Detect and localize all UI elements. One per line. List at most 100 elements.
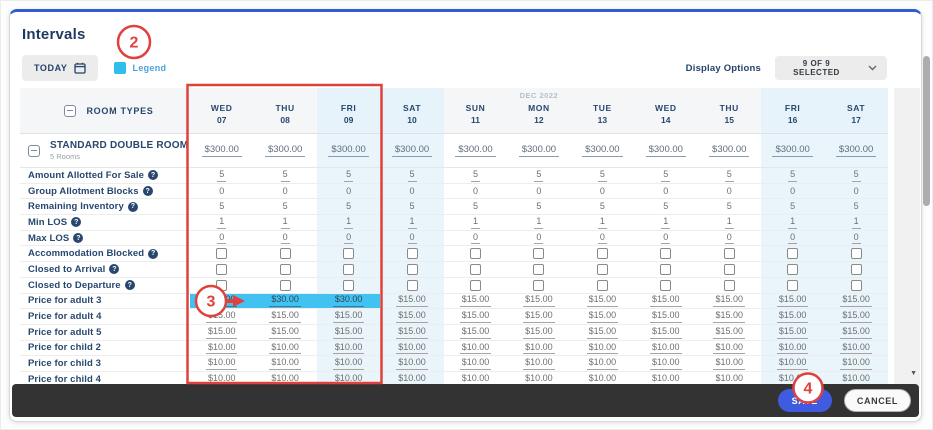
editable-value[interactable]: $10.00 [840, 357, 872, 370]
checkbox[interactable] [850, 263, 862, 275]
checkbox[interactable] [723, 279, 735, 291]
editable-value[interactable]: $10.00 [840, 342, 872, 355]
editable-value[interactable]: 5 [534, 169, 544, 182]
checkbox[interactable] [533, 248, 545, 260]
editable-value[interactable]: $15.00 [840, 310, 872, 323]
editable-value[interactable]: 0 [217, 232, 227, 245]
editable-value[interactable]: $15.00 [332, 326, 365, 339]
checkbox[interactable] [850, 279, 862, 291]
checkbox[interactable] [787, 279, 799, 291]
editable-value[interactable]: $15.00 [776, 294, 809, 308]
checkbox[interactable] [343, 248, 355, 260]
rate-input[interactable]: $300.00 [709, 144, 750, 157]
rate-input[interactable]: $300.00 [772, 144, 813, 157]
rate-input[interactable]: $300.00 [645, 144, 686, 157]
editable-value[interactable]: $15.00 [459, 294, 492, 308]
editable-value[interactable]: $15.00 [713, 310, 745, 323]
editable-value[interactable]: $15.00 [205, 326, 238, 339]
editable-value[interactable]: 5 [470, 169, 480, 182]
checkbox[interactable] [343, 263, 355, 275]
editable-value[interactable]: $10.00 [523, 342, 555, 355]
editable-value[interactable]: $10.00 [269, 357, 301, 370]
editable-value[interactable]: 0 [344, 232, 354, 245]
checkbox[interactable] [216, 279, 228, 291]
editable-value[interactable]: $10.00 [586, 357, 619, 370]
editable-value[interactable]: $15.00 [269, 310, 301, 323]
editable-value[interactable]: $10.00 [205, 357, 238, 370]
cancel-button[interactable]: CANCEL [843, 389, 911, 412]
checkbox[interactable] [850, 248, 862, 260]
editable-value[interactable]: $10.00 [713, 342, 745, 355]
editable-value[interactable]: 0 [280, 232, 290, 245]
editable-value[interactable]: 0 [724, 232, 734, 245]
help-icon[interactable]: ? [127, 201, 138, 212]
checkbox[interactable] [406, 248, 418, 260]
editable-value[interactable]: 0 [597, 232, 607, 245]
help-icon[interactable]: ? [73, 233, 84, 244]
checkbox[interactable] [723, 263, 735, 275]
editable-value[interactable]: $30.00 [205, 294, 238, 308]
editable-value[interactable]: $15.00 [523, 294, 555, 308]
rate-input[interactable]: $300.00 [582, 144, 623, 157]
editable-value[interactable]: $15.00 [459, 326, 492, 339]
rate-input[interactable]: $300.00 [391, 144, 433, 157]
editable-value[interactable]: $15.00 [396, 310, 428, 323]
checkbox[interactable] [216, 248, 228, 260]
checkbox[interactable] [469, 263, 481, 275]
editable-value[interactable]: $15.00 [586, 310, 619, 323]
editable-value[interactable]: $10.00 [713, 357, 745, 370]
editable-value[interactable]: $15.00 [776, 326, 809, 339]
checkbox[interactable] [660, 248, 672, 260]
checkbox[interactable] [787, 263, 799, 275]
editable-value[interactable]: $10.00 [776, 342, 809, 355]
help-icon[interactable]: ? [148, 170, 159, 181]
editable-value[interactable]: 1 [407, 216, 417, 229]
checkbox[interactable] [533, 263, 545, 275]
page-scrollbar-thumb[interactable] [923, 56, 930, 206]
editable-value[interactable]: 0 [661, 232, 671, 245]
editable-value[interactable]: $15.00 [776, 310, 809, 323]
editable-value[interactable]: 1 [344, 216, 354, 229]
checkbox[interactable] [469, 279, 481, 291]
editable-value[interactable]: $10.00 [332, 357, 365, 370]
editable-value[interactable]: $15.00 [840, 326, 872, 339]
editable-value[interactable]: 5 [597, 169, 607, 182]
editable-value[interactable]: 5 [851, 169, 861, 182]
editable-value[interactable]: $15.00 [650, 294, 682, 308]
editable-value[interactable]: $15.00 [459, 310, 492, 323]
rate-input[interactable]: $300.00 [201, 144, 242, 157]
checkbox[interactable] [660, 279, 672, 291]
editable-value[interactable]: 1 [470, 216, 480, 229]
editable-value[interactable]: $10.00 [332, 342, 365, 355]
editable-value[interactable]: $30.00 [269, 294, 301, 308]
rate-input[interactable]: $300.00 [835, 144, 877, 157]
help-icon[interactable]: ? [109, 264, 120, 275]
rate-input[interactable]: $300.00 [455, 144, 496, 157]
editable-value[interactable]: $15.00 [650, 310, 682, 323]
scroll-down-arrow-icon[interactable]: ▼ [910, 370, 917, 377]
checkbox[interactable] [216, 263, 228, 275]
checkbox[interactable] [533, 279, 545, 291]
editable-value[interactable]: 5 [217, 169, 227, 182]
checkbox[interactable] [406, 263, 418, 275]
checkbox[interactable] [596, 279, 608, 291]
editable-value[interactable]: $15.00 [586, 294, 619, 308]
editable-value[interactable]: 0 [788, 232, 798, 245]
editable-value[interactable]: $15.00 [396, 326, 428, 339]
editable-value[interactable]: 1 [280, 216, 290, 229]
rate-input[interactable]: $300.00 [328, 144, 369, 157]
editable-value[interactable]: 1 [597, 216, 607, 229]
editable-value[interactable]: $10.00 [269, 342, 301, 355]
display-options-dropdown[interactable]: 9 OF 9 SELECTED [775, 56, 887, 80]
editable-value[interactable]: $10.00 [396, 357, 428, 370]
editable-value[interactable]: $15.00 [586, 326, 619, 339]
editable-value[interactable]: $15.00 [840, 294, 872, 308]
editable-value[interactable]: $10.00 [650, 357, 682, 370]
editable-value[interactable]: 1 [851, 216, 861, 229]
editable-value[interactable]: $15.00 [269, 326, 301, 339]
editable-value[interactable]: $15.00 [523, 326, 555, 339]
editable-value[interactable]: $10.00 [586, 342, 619, 355]
editable-value[interactable]: $15.00 [713, 326, 745, 339]
editable-value[interactable]: 1 [534, 216, 544, 229]
editable-value[interactable]: $10.00 [523, 357, 555, 370]
